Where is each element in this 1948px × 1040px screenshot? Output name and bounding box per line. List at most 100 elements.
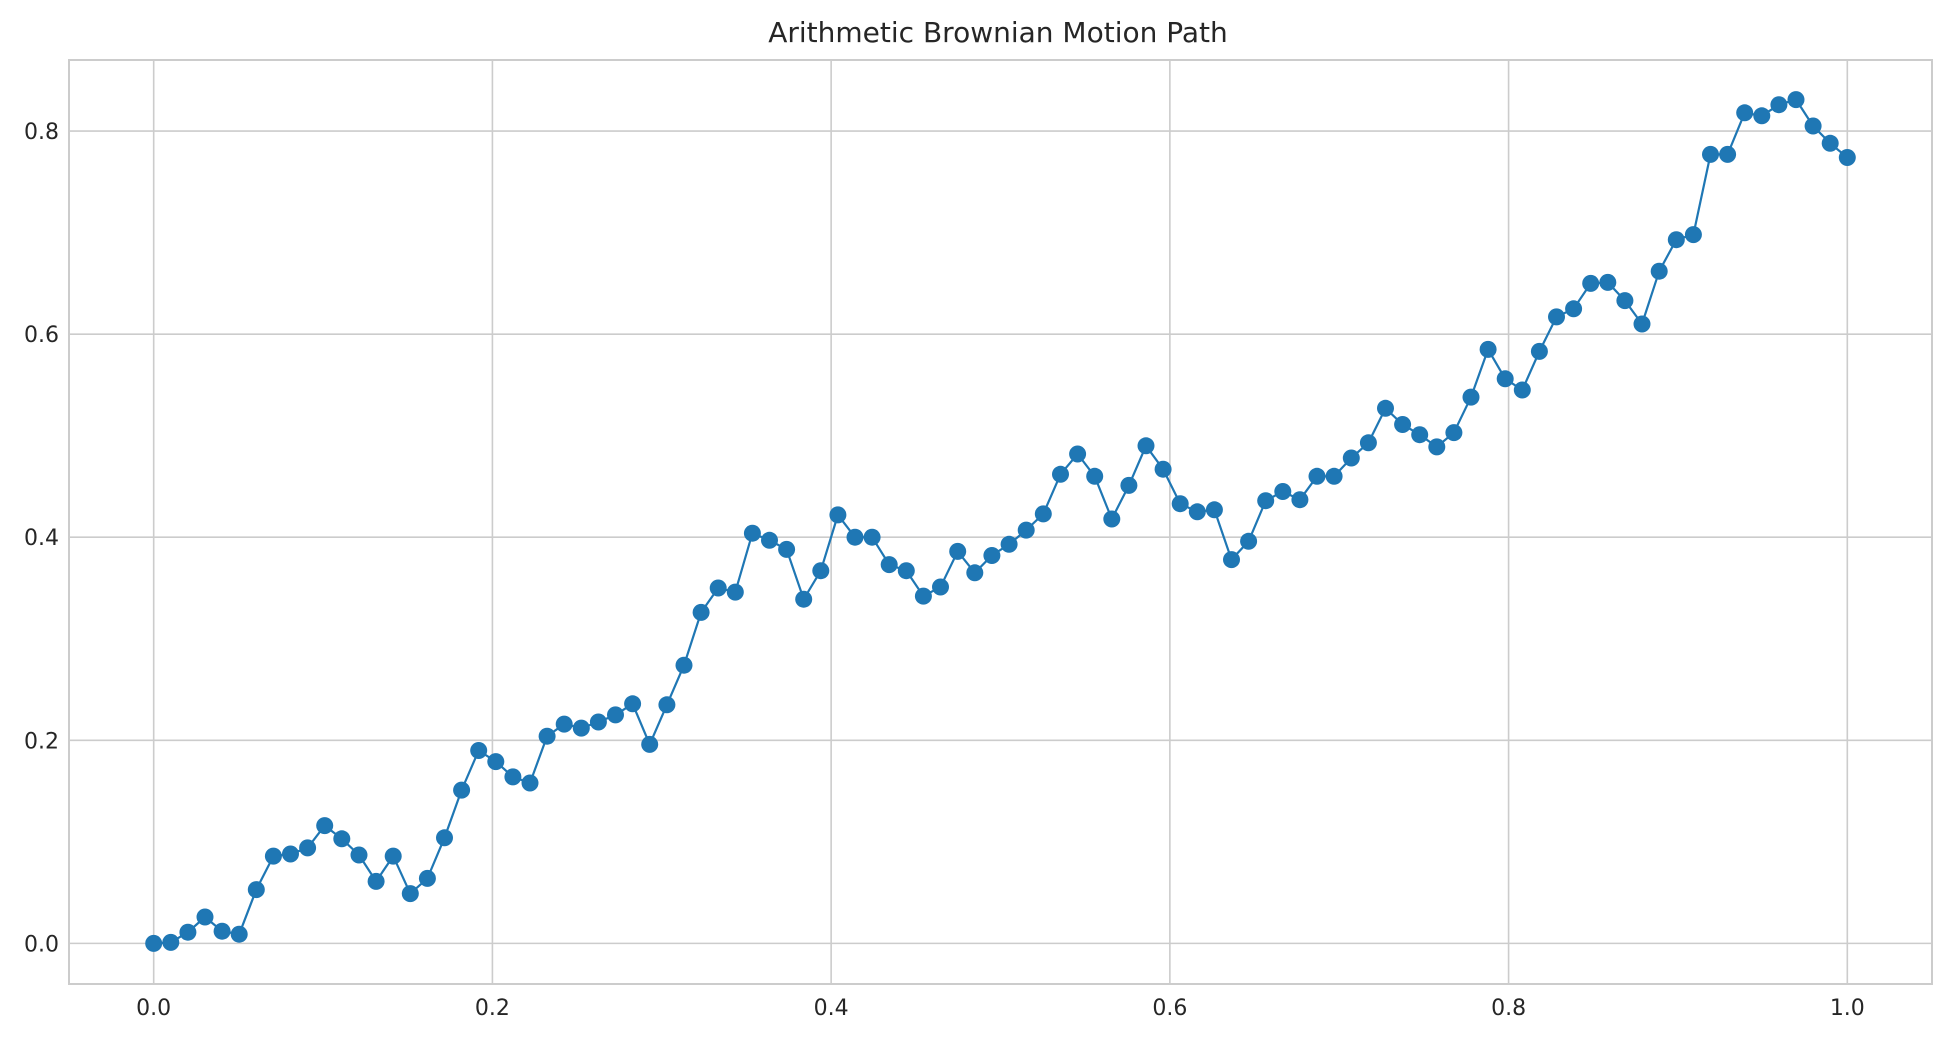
data-point <box>1205 501 1223 519</box>
data-point <box>1496 370 1514 388</box>
data-point <box>726 583 744 601</box>
data-point <box>1838 149 1856 166</box>
data-point <box>589 713 607 731</box>
data-point <box>1770 96 1788 114</box>
data-point <box>1513 381 1531 399</box>
data-point <box>1069 445 1087 463</box>
data-point <box>1103 510 1121 528</box>
data-point <box>709 579 727 597</box>
data-point <box>316 817 334 835</box>
data-point <box>1565 300 1583 318</box>
data-point <box>795 590 813 608</box>
data-point <box>1154 460 1172 478</box>
series-layer <box>145 91 1856 952</box>
y-tick-label: 0.2 <box>24 729 59 754</box>
y-tick-label: 0.6 <box>24 323 59 348</box>
y-tick-label: 0.4 <box>24 526 59 551</box>
data-point <box>932 578 949 596</box>
data-point <box>470 742 488 759</box>
data-point <box>829 506 847 524</box>
tick-labels: 0.0 0.2 0.4 0.6 0.8 1.0 0.0 0.2 0.4 0.6 0.8 <box>24 120 1865 1021</box>
data-point <box>418 869 436 887</box>
data-point <box>436 829 453 847</box>
data-point <box>145 934 163 952</box>
data-point <box>299 839 317 857</box>
data-point <box>1223 551 1240 569</box>
data-point <box>1804 117 1822 135</box>
data-point <box>897 562 915 580</box>
data-point <box>1821 134 1839 152</box>
x-tick-label: 0.4 <box>814 996 849 1021</box>
series-line <box>153 98 1849 945</box>
data-point <box>624 695 642 713</box>
data-point <box>1394 416 1412 433</box>
data-point <box>658 696 676 714</box>
data-point <box>863 528 881 546</box>
data-point <box>1171 495 1189 513</box>
data-point <box>1411 426 1429 444</box>
data-point <box>675 656 693 674</box>
data-point <box>1342 449 1360 467</box>
data-point <box>1684 226 1702 244</box>
data-point <box>162 933 180 951</box>
data-point <box>966 564 984 582</box>
data-point <box>401 885 419 903</box>
data-point <box>367 872 385 890</box>
data-point <box>521 774 539 792</box>
data-point <box>1650 262 1668 280</box>
data-point <box>1308 467 1326 485</box>
data-point <box>1599 273 1617 291</box>
data-point <box>333 830 351 848</box>
data-point <box>949 542 967 560</box>
x-tick-label: 0.0 <box>136 996 171 1021</box>
data-point <box>1000 535 1018 553</box>
data-point <box>1377 399 1394 417</box>
data-point <box>1530 342 1548 360</box>
data-point <box>914 587 932 605</box>
data-point <box>1052 465 1069 483</box>
x-tick-label: 0.2 <box>475 996 510 1021</box>
data-point <box>179 923 197 941</box>
data-point <box>555 715 573 733</box>
data-point <box>196 908 214 926</box>
data-point <box>264 847 282 865</box>
data-point <box>1787 91 1805 109</box>
data-point <box>1359 434 1377 452</box>
data-point <box>1137 437 1155 455</box>
data-point <box>213 922 231 940</box>
data-point <box>1291 491 1309 509</box>
data-point <box>1719 145 1737 163</box>
data-point <box>743 524 761 542</box>
plot-frame <box>68 59 1933 985</box>
data-point <box>230 925 248 943</box>
data-point <box>692 603 710 621</box>
data-point <box>812 562 830 580</box>
data-point <box>384 847 402 865</box>
x-tick-label: 1.0 <box>1830 996 1865 1021</box>
grid-lines <box>69 60 1932 984</box>
data-point <box>1479 340 1497 358</box>
data-point <box>1445 424 1463 442</box>
data-point <box>453 781 471 799</box>
data-point <box>641 735 659 753</box>
y-tick-label: 0.8 <box>24 120 59 145</box>
data-point <box>1462 388 1480 406</box>
data-point <box>1616 292 1634 310</box>
chart-title: Arithmetic Brownian Motion Path <box>768 16 1228 49</box>
data-point <box>572 719 590 737</box>
data-point <box>247 881 265 899</box>
data-point <box>1325 467 1343 485</box>
data-point <box>1582 274 1600 292</box>
data-point <box>1274 483 1292 500</box>
data-point <box>1548 308 1565 326</box>
data-point <box>538 727 556 745</box>
data-point <box>1753 107 1771 125</box>
data-point <box>282 845 299 863</box>
x-tick-label: 0.8 <box>1491 996 1526 1021</box>
data-point <box>504 768 522 786</box>
data-point <box>1034 505 1052 523</box>
data-point <box>1188 503 1206 521</box>
data-point <box>1702 145 1719 163</box>
data-point <box>1086 467 1104 485</box>
